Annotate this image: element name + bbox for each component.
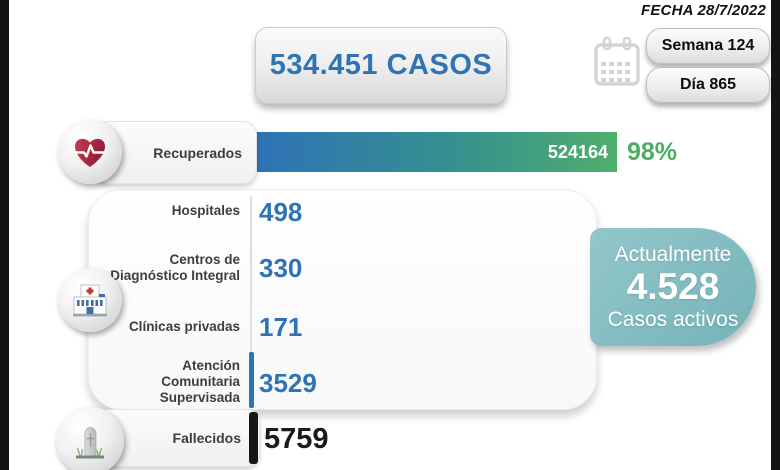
recovered-bar: 524164 <box>253 132 617 172</box>
atencion-bar-tick <box>249 352 254 408</box>
facilities-panel <box>88 189 597 410</box>
total-cases-value: 534.451 CASOS <box>269 49 493 81</box>
hospital-icon <box>58 268 122 332</box>
panel-divider <box>250 196 252 404</box>
deaths-bar-tick <box>249 412 258 464</box>
active-cases-value: 4.528 <box>626 266 720 307</box>
heart-icon <box>58 120 122 184</box>
total-cases-box: 534.451 CASOS <box>255 27 507 104</box>
facility-value-atencion: 3529 <box>259 368 317 398</box>
recovered-label: Recuperados <box>153 144 242 161</box>
week-badge: Semana 124 <box>646 28 770 64</box>
active-cases-box: Actualmente 4.528 Casos activos <box>590 228 756 346</box>
facility-value-hospitales: 498 <box>259 197 303 227</box>
deaths-label: Fallecidos <box>172 430 241 446</box>
gravestone-icon <box>56 407 124 470</box>
calendar-icon <box>592 36 642 95</box>
day-badge: Día 865 <box>646 67 770 103</box>
right-black-border <box>771 0 780 470</box>
facility-label-hospitales: Hospitales <box>171 203 240 218</box>
facility-label-atencion: Atención Comunitaria Supervisada <box>159 358 240 405</box>
facility-label-clinicas: Clínicas privadas <box>128 319 240 334</box>
active-cases-line2: Casos activos <box>607 308 739 331</box>
deaths-value: 5759 <box>264 423 329 455</box>
recovered-percent: 98% <box>627 138 678 166</box>
facility-value-clinicas: 171 <box>259 312 303 342</box>
facility-label-cdi: Centros de Diagnóstico Integral <box>110 252 240 283</box>
recovered-value: 524164 <box>547 141 608 162</box>
facility-value-cdi: 330 <box>259 253 303 283</box>
active-cases-line1: Actualmente <box>614 243 732 266</box>
recovered-label-box: Recuperados <box>95 121 257 184</box>
date-label: FECHA 28/7/2022 <box>640 2 766 19</box>
left-black-border <box>0 0 9 470</box>
